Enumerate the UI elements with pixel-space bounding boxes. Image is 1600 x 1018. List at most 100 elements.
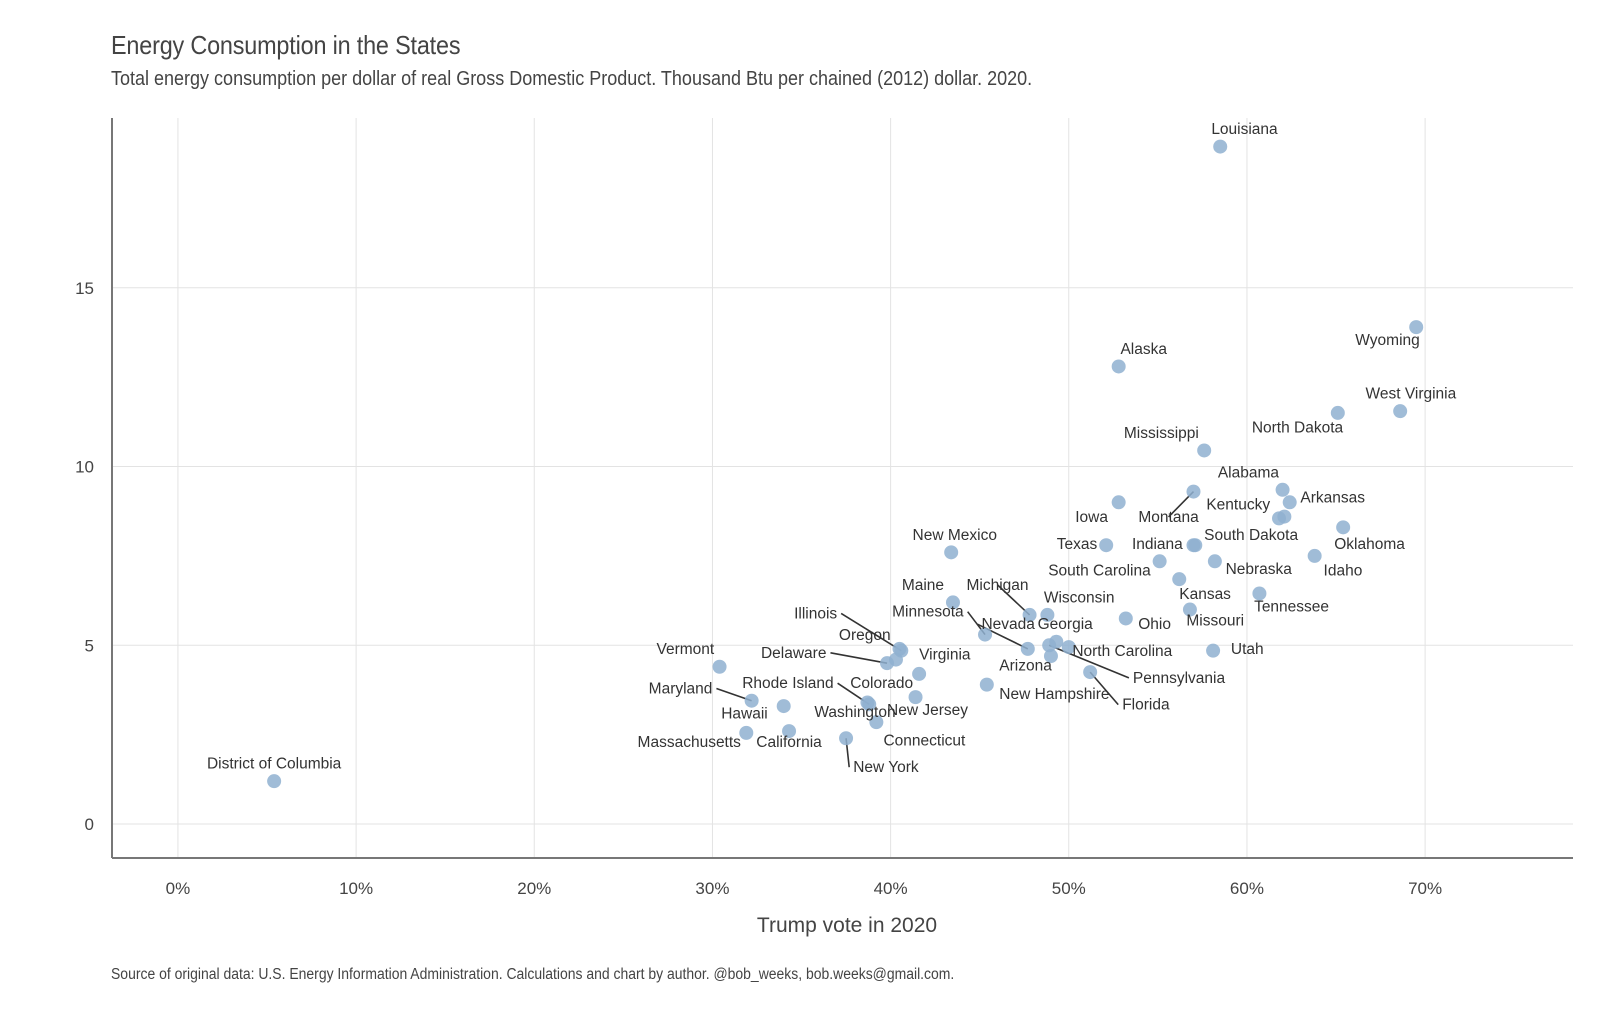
point-label: New Mexico (913, 527, 997, 544)
chart-title: Energy Consumption in the States (111, 30, 461, 60)
axes: 0% 10% 20% 30% 40% 50% 60% 70% 0 5 10 15 (75, 118, 1573, 898)
data-point (1197, 443, 1212, 458)
data-point (1277, 509, 1292, 524)
data-point (1213, 139, 1228, 154)
y-tick-label: 10 (75, 458, 94, 477)
point-label: West Virginia (1365, 386, 1456, 403)
data-point (944, 545, 959, 560)
data-point (1330, 405, 1345, 420)
data-point (1336, 520, 1351, 535)
label-leader-line (1089, 671, 1119, 706)
y-tick-label: 15 (75, 279, 94, 298)
x-tick-label: 40% (874, 879, 908, 898)
point-label: Montana (1138, 509, 1199, 526)
point-label: Utah (1231, 641, 1264, 658)
data-point (1042, 638, 1057, 653)
point-label: New York (853, 759, 919, 776)
point-label: Maine (902, 577, 944, 594)
data-point (1282, 495, 1297, 510)
data-point (1043, 649, 1058, 664)
point-label: Indiana (1132, 536, 1183, 553)
data-point (1083, 665, 1098, 680)
data-point (776, 699, 791, 714)
data-point (1020, 641, 1035, 656)
data-point (1111, 359, 1126, 374)
point-label: California (756, 734, 822, 751)
point-label: New Hampshire (999, 686, 1109, 703)
data-point (739, 725, 754, 740)
data-point (978, 627, 993, 642)
data-point (712, 659, 727, 674)
point-label: Massachusetts (638, 734, 742, 751)
x-tick-label: 10% (339, 879, 373, 898)
data-point (1186, 484, 1201, 499)
point-label: Virginia (919, 647, 971, 664)
data-point (894, 643, 909, 658)
point-label: Oregon (839, 627, 891, 644)
point-label: Rhode Island (742, 675, 833, 692)
data-point (1207, 554, 1222, 569)
point-label: Pennsylvania (1133, 670, 1226, 687)
grid-lines (112, 118, 1573, 858)
label-leader-line (996, 584, 1031, 616)
point-label: Arizona (999, 657, 1052, 674)
point-label: Connecticut (883, 732, 966, 749)
point-label: Nebraska (1226, 561, 1293, 578)
data-point (1206, 643, 1221, 658)
data-point (869, 715, 884, 730)
data-point (1307, 548, 1322, 563)
data-point (1040, 607, 1055, 622)
label-leaders (716, 491, 1195, 768)
point-label: Idaho (1324, 563, 1363, 580)
label-leader-line (840, 612, 902, 652)
point-label: Ohio (1138, 616, 1171, 633)
point-label: District of Columbia (207, 756, 342, 773)
data-point (782, 724, 797, 739)
data-point (1172, 572, 1187, 587)
point-label: Texas (1057, 536, 1098, 553)
data-point (1182, 602, 1197, 617)
point-label: South Carolina (1048, 563, 1151, 580)
y-tick-label: 5 (85, 636, 94, 655)
data-point (1409, 320, 1424, 335)
point-label: Maryland (649, 681, 713, 698)
y-tick-label: 0 (85, 815, 94, 834)
x-tick-label: 0% (166, 879, 191, 898)
point-label: Colorado (850, 675, 913, 692)
data-points (267, 139, 1424, 789)
data-point (912, 666, 927, 681)
point-label: North Dakota (1252, 420, 1344, 437)
x-tick-label: 50% (1052, 879, 1086, 898)
data-point (1061, 640, 1076, 655)
data-point (1118, 611, 1133, 626)
x-axis-label: Trump vote in 2020 (757, 914, 937, 937)
point-label: Florida (1122, 697, 1170, 714)
data-point (744, 693, 759, 708)
point-label: Hawaii (721, 706, 768, 723)
data-point (880, 656, 895, 671)
data-point (1252, 586, 1267, 601)
x-tick-label: 70% (1408, 879, 1442, 898)
point-label: Mississippi (1124, 425, 1199, 442)
data-point (1393, 404, 1408, 419)
point-label: Georgia (1038, 616, 1094, 633)
label-leader-line (830, 652, 888, 664)
point-label: Iowa (1075, 509, 1108, 526)
point-label: Alabama (1218, 464, 1280, 481)
data-point (1275, 482, 1290, 497)
x-tick-label: 20% (517, 879, 551, 898)
point-label: Delaware (761, 645, 826, 662)
point-label: Michigan (966, 577, 1028, 594)
data-point (1152, 554, 1167, 569)
point-label: Missouri (1186, 613, 1244, 630)
point-label: Kansas (1179, 586, 1231, 603)
point-label: New Jersey (887, 702, 968, 719)
x-tick-label: 60% (1230, 879, 1264, 898)
point-label: Wisconsin (1044, 589, 1115, 606)
point-label: Alaska (1120, 341, 1167, 358)
data-point (945, 595, 960, 610)
point-label: Arkansas (1300, 489, 1365, 506)
data-point (839, 731, 854, 746)
point-label: Illinois (794, 605, 837, 622)
point-label: Minnesota (892, 604, 964, 621)
